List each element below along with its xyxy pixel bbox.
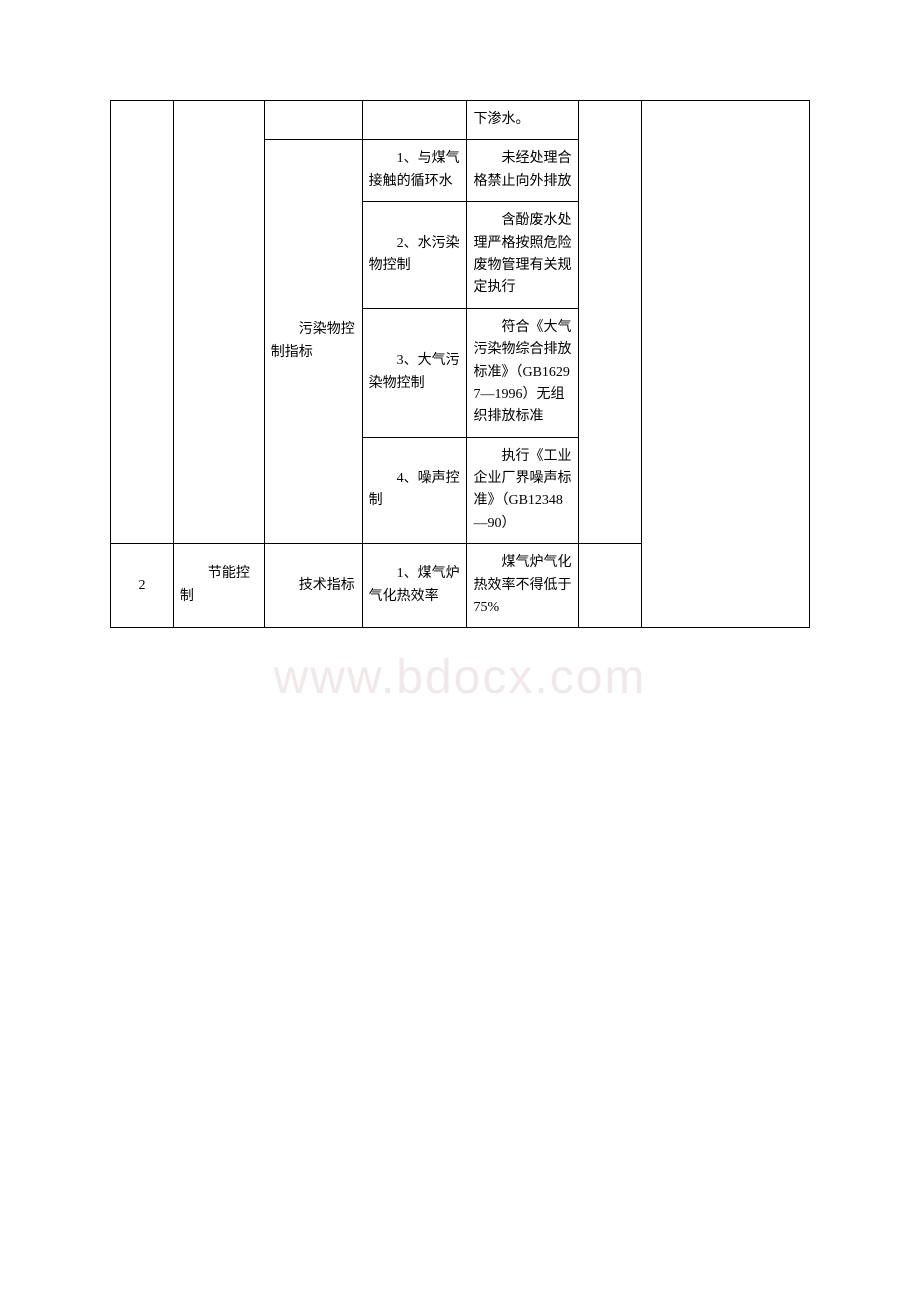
- cell-item-1: 1、与煤气接触的循环水: [362, 140, 467, 202]
- cell-energy-control: 节能控制: [173, 544, 264, 628]
- cell-blank-2: [642, 101, 810, 628]
- cell-item-empty: [362, 101, 467, 140]
- cell-requirement: 下渗水。: [467, 101, 579, 140]
- cell-req-4: 执行《工业企业厂界噪声标准》（GB12348—90）: [467, 437, 579, 544]
- table-row: 下渗水。: [111, 101, 810, 140]
- cell-item-4: 4、噪声控制: [362, 437, 467, 544]
- cell-blank-3: [579, 544, 642, 628]
- watermark-text: www.bdocx.com: [274, 650, 647, 705]
- cell-req-1: 未经处理合格禁止向外排放: [467, 140, 579, 202]
- cell-blank-1: [579, 101, 642, 544]
- cell-item-energy-1: 1、煤气炉气化热效率: [362, 544, 467, 628]
- cell-category-empty: [173, 101, 264, 544]
- cell-seq-2: 2: [111, 544, 174, 628]
- cell-tech-indicator: 技术指标: [264, 544, 362, 628]
- cell-seq-empty: [111, 101, 174, 544]
- cell-item-2: 2、水污染物控制: [362, 202, 467, 309]
- cell-item-3: 3、大气污染物控制: [362, 308, 467, 437]
- cell-indicator-empty: [264, 101, 362, 140]
- cell-req-energy-1: 煤气炉气化热效率不得低于75%: [467, 544, 579, 628]
- standards-table: 下渗水。 污染物控制指标 1、与煤气接触的循环水 未经处理合格禁止向外排放 2、…: [110, 100, 810, 628]
- cell-req-2: 含酚废水处理严格按照危险废物管理有关规定执行: [467, 202, 579, 309]
- cell-pollution-indicator: 污染物控制指标: [264, 140, 362, 544]
- table-container: 下渗水。 污染物控制指标 1、与煤气接触的循环水 未经处理合格禁止向外排放 2、…: [110, 100, 810, 628]
- cell-req-3: 符合《大气污染物综合排放标准》（GB16297—1996）无组织排放标准: [467, 308, 579, 437]
